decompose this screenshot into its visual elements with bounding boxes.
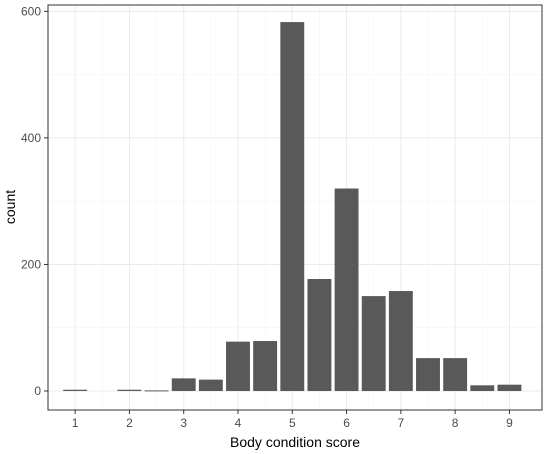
bar [226, 341, 250, 392]
bar [443, 358, 468, 392]
x-tick-label: 6 [343, 416, 350, 430]
bar [497, 384, 522, 392]
x-axis-title: Body condition score [230, 434, 360, 450]
bar [63, 389, 88, 392]
bar [388, 291, 413, 392]
bar [144, 390, 169, 392]
x-tick-label: 3 [180, 416, 187, 430]
axis-ticks: 0 200 400 600 1 2 3 4 5 6 7 8 9 [21, 4, 513, 430]
x-tick-label: 9 [506, 416, 513, 430]
panel-border [47, 4, 543, 411]
bar [470, 385, 495, 392]
y-tick-label: 0 [34, 384, 41, 398]
bar [307, 279, 332, 392]
bar [171, 378, 196, 392]
x-tick-label: 1 [72, 416, 79, 430]
y-tick-label: 400 [21, 131, 41, 145]
bar [280, 22, 305, 392]
bar [361, 296, 386, 392]
x-tick-label: 2 [126, 416, 133, 430]
x-tick-label: 5 [289, 416, 296, 430]
bar [198, 379, 223, 392]
x-tick-label: 8 [452, 416, 459, 430]
bar [416, 358, 440, 392]
y-tick-label: 200 [21, 257, 41, 271]
y-axis-title: count [2, 190, 18, 224]
y-tick-label: 600 [21, 4, 41, 18]
bar [117, 389, 142, 392]
x-tick-label: 4 [235, 416, 242, 430]
bars [63, 22, 522, 392]
bar [253, 341, 278, 392]
bar [334, 188, 359, 392]
x-tick-label: 7 [398, 416, 405, 430]
